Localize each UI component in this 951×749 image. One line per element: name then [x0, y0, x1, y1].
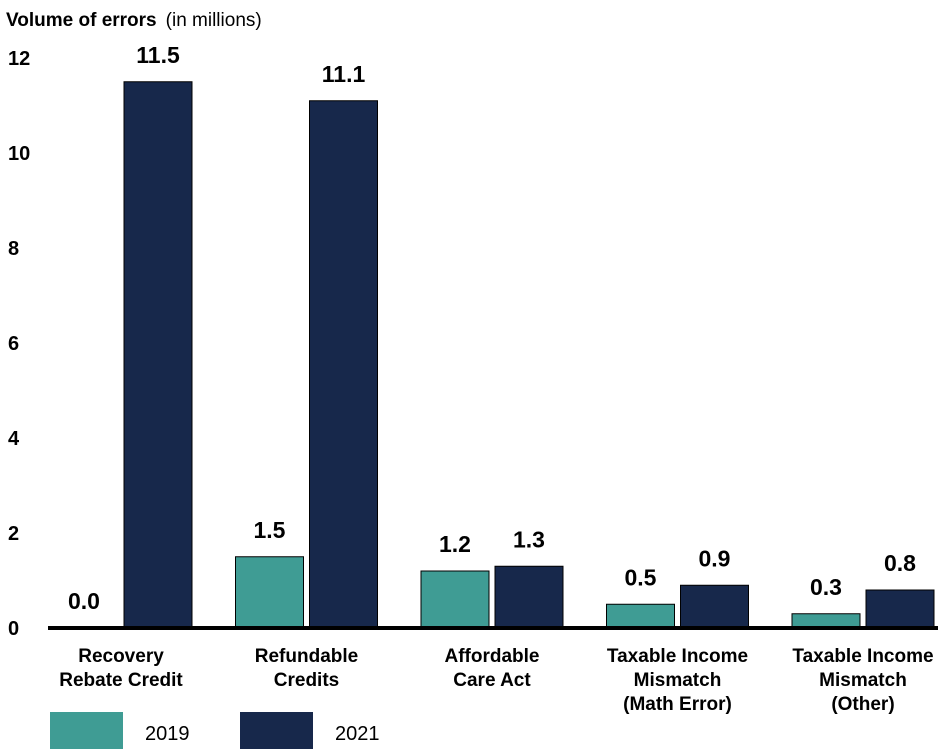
x-category-label: Affordable: [445, 646, 540, 667]
y-tick-label: 6: [8, 333, 19, 355]
data-label: 1.3: [513, 526, 545, 552]
x-axis-categories: Recovery Rebate Credit Refundable Credits Af…: [59, 646, 933, 715]
data-label: 1.2: [439, 531, 471, 557]
y-tick-label: 0: [8, 618, 19, 640]
x-category-label: Taxable Income: [792, 646, 933, 667]
legend-label: 2021: [335, 723, 380, 745]
bar-2021: [865, 589, 935, 629]
y-tick-label: 8: [8, 238, 19, 260]
legend-swatch: [50, 712, 123, 749]
x-category-label: Taxable Income: [607, 646, 748, 667]
legend-swatch: [240, 712, 313, 749]
chart-title: Volume of errors (in millions): [6, 10, 262, 31]
x-category-label: Recovery: [78, 646, 164, 667]
data-label: 0.0: [68, 588, 100, 614]
x-category-label: Rebate Credit: [59, 670, 183, 691]
x-category-label: Mismatch: [819, 670, 907, 691]
bar-series: [123, 81, 935, 629]
chart-title-bold: Volume of errors: [6, 10, 157, 31]
y-tick-label: 12: [8, 48, 30, 70]
y-tick-label: 4: [8, 428, 20, 450]
data-label: 0.5: [625, 564, 657, 590]
data-label: 0.9: [699, 545, 731, 571]
data-label: 11.5: [136, 42, 180, 68]
bar-2019: [235, 556, 304, 629]
x-category-label: (Other): [831, 694, 894, 715]
bar-2021: [494, 565, 564, 629]
y-tick-label: 2: [8, 523, 19, 545]
bar-2019: [420, 570, 490, 629]
x-category-label: Care Act: [453, 670, 531, 691]
data-label: 0.3: [810, 574, 842, 600]
bar-2021: [309, 100, 378, 629]
bar-2021: [123, 81, 193, 629]
data-label: 0.8: [884, 550, 916, 576]
x-category-label: Mismatch: [634, 670, 722, 691]
x-category-label: (Math Error): [623, 694, 732, 715]
legend-label: 2019: [145, 723, 190, 745]
y-axis-ticks: 0 2 4 6 8 10 12: [8, 48, 30, 640]
chart-title-unit: (in millions): [166, 10, 262, 31]
x-category-label: Refundable: [255, 646, 358, 667]
y-tick-label: 10: [8, 143, 30, 165]
bar-2021: [680, 584, 749, 629]
data-labels: 0.0 11.5 1.5 11.1 1.2 1.3 0.5 0.9 0.3 0.8: [68, 42, 916, 614]
bar-2019: [606, 603, 675, 629]
data-label: 1.5: [254, 517, 286, 543]
x-category-label: Credits: [274, 670, 339, 691]
bar-2019: [791, 613, 861, 629]
legend: 2019 2021: [50, 712, 380, 749]
data-label: 11.1: [322, 61, 366, 87]
